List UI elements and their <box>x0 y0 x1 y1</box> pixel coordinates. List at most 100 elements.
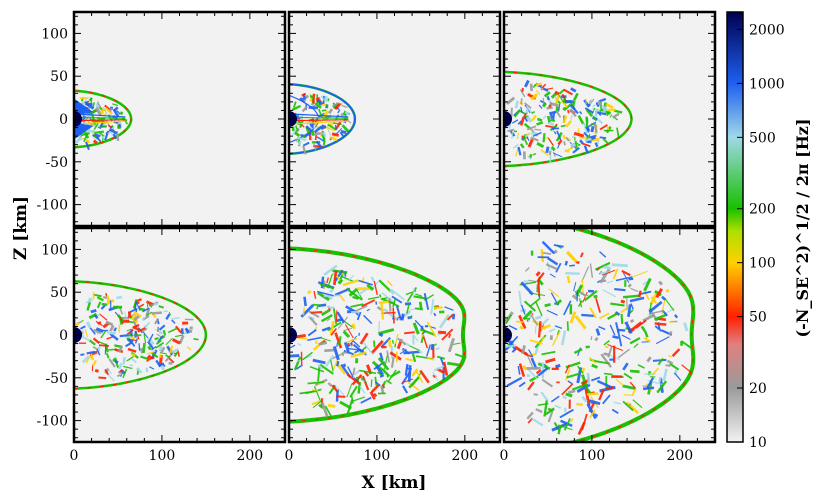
panel-1 <box>72 10 287 228</box>
panel-2 <box>287 10 502 228</box>
streak <box>310 103 316 107</box>
streak <box>348 287 359 297</box>
streak <box>596 379 613 389</box>
streak <box>607 346 613 358</box>
streak <box>585 118 589 128</box>
streak <box>442 361 449 376</box>
streak <box>547 137 554 147</box>
streak <box>418 349 423 354</box>
streak <box>86 301 91 311</box>
streak <box>173 351 179 358</box>
streak <box>444 306 454 311</box>
streak <box>160 346 166 354</box>
streak <box>566 321 569 331</box>
streak <box>505 314 512 324</box>
streak <box>315 140 324 150</box>
streak <box>79 325 86 330</box>
streak <box>89 108 97 116</box>
streak <box>168 311 172 316</box>
streak <box>336 102 343 105</box>
streak <box>391 289 405 301</box>
streak <box>342 279 359 287</box>
streak <box>603 340 610 346</box>
streak <box>84 102 95 110</box>
streak <box>381 345 387 349</box>
streak <box>526 366 541 370</box>
streak <box>441 328 454 341</box>
streak <box>81 355 90 364</box>
blue-lobe-top <box>74 98 94 116</box>
streak <box>327 98 330 102</box>
streak <box>381 384 386 389</box>
streak <box>320 337 331 342</box>
streak <box>423 293 430 310</box>
streak <box>80 353 85 356</box>
streak <box>531 417 544 427</box>
panel-ticks <box>288 12 501 226</box>
streak <box>535 90 541 95</box>
streak <box>547 256 559 266</box>
streak <box>302 141 310 147</box>
streak <box>535 82 543 87</box>
streak <box>312 93 315 104</box>
streak <box>370 379 373 387</box>
streak <box>146 337 155 346</box>
streak <box>93 122 99 130</box>
streak <box>643 336 651 343</box>
streak <box>605 103 614 109</box>
streak <box>553 244 564 248</box>
streak <box>550 146 556 152</box>
streak <box>331 350 348 360</box>
streak <box>564 149 570 153</box>
streak <box>327 123 337 131</box>
streak <box>326 126 332 136</box>
streak <box>522 309 533 321</box>
streak <box>526 125 537 131</box>
streak <box>519 325 524 330</box>
streak <box>98 376 107 380</box>
streak <box>404 331 415 335</box>
streak <box>373 281 378 295</box>
streak <box>295 138 298 143</box>
streak <box>643 277 652 292</box>
panel-background <box>504 12 715 226</box>
streak <box>551 367 559 370</box>
streak <box>584 107 594 114</box>
streak <box>165 354 171 359</box>
streak <box>529 339 543 345</box>
streak <box>115 131 120 142</box>
streak <box>439 310 445 314</box>
streak <box>545 263 558 270</box>
streak <box>666 359 674 365</box>
streak <box>576 290 578 302</box>
streak <box>341 272 345 276</box>
streak <box>658 376 662 382</box>
streak <box>520 106 523 113</box>
streak <box>100 330 107 339</box>
streak <box>611 408 619 414</box>
axis-jet <box>74 119 126 122</box>
streak <box>302 307 305 316</box>
streak <box>126 328 132 332</box>
streak <box>628 403 632 408</box>
streak <box>315 340 318 344</box>
streak <box>180 328 184 335</box>
streak <box>541 350 556 356</box>
streak <box>100 304 106 310</box>
streak <box>526 411 534 420</box>
colorbar-tick-label: 20 <box>749 381 767 397</box>
streak <box>85 298 94 304</box>
panel-ticks <box>73 12 286 226</box>
streak <box>122 319 130 323</box>
streak <box>524 267 530 272</box>
streak <box>142 307 150 313</box>
x-tick-label: 0 <box>285 448 294 464</box>
streak <box>155 359 162 368</box>
panel-6 <box>502 226 717 444</box>
streak <box>312 400 322 409</box>
streak <box>565 367 571 381</box>
streak <box>560 124 566 128</box>
streak <box>642 281 648 286</box>
streak <box>157 326 159 332</box>
streak <box>621 269 631 277</box>
